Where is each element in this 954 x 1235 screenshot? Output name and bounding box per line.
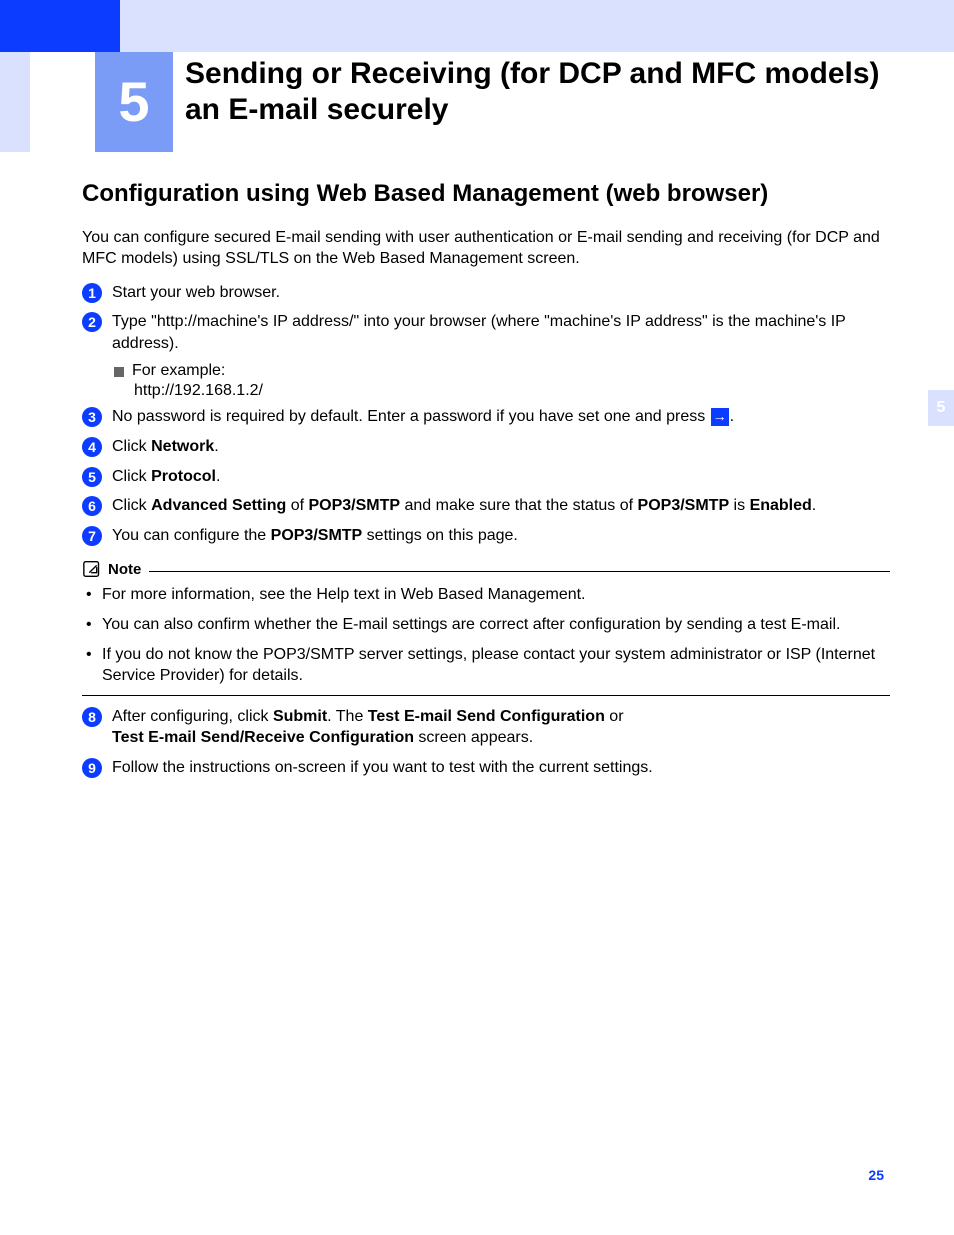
header-band-light	[120, 0, 954, 52]
step-number-icon: 1	[82, 283, 102, 303]
step-4: 4 Click Network.	[82, 436, 890, 458]
note-label: Note	[108, 561, 141, 578]
text-part: .	[730, 408, 734, 425]
sub-label: For example:	[132, 362, 890, 380]
section-title: Configuration using Web Based Management…	[82, 180, 890, 208]
header-band-blue	[0, 0, 120, 52]
step-number-icon: 7	[82, 526, 102, 546]
step-2-example: http://192.168.1.2/	[134, 382, 890, 400]
text-part: Click	[112, 497, 151, 514]
note-item: If you do not know the POP3/SMTP server …	[86, 644, 890, 687]
step-3: 3 No password is required by default. En…	[82, 406, 890, 428]
text-bold: Submit	[273, 708, 327, 725]
step-text: No password is required by default. Ente…	[112, 406, 890, 428]
step-text: After configuring, click Submit. The Tes…	[112, 706, 890, 749]
step-7: 7 You can configure the POP3/SMTP settin…	[82, 525, 890, 547]
text-part: No password is required by default. Ente…	[112, 408, 710, 425]
step-text: Click Advanced Setting of POP3/SMTP and …	[112, 495, 890, 517]
step-text: Follow the instructions on-screen if you…	[112, 757, 890, 779]
text-bold: Network	[151, 438, 214, 455]
text-bold: POP3/SMTP	[308, 497, 400, 514]
text-bold: Advanced Setting	[151, 497, 286, 514]
step-text: Start your web browser.	[112, 282, 890, 304]
step-number-icon: 3	[82, 407, 102, 427]
chapter-title: Sending or Receiving (for DCP and MFC mo…	[185, 56, 894, 128]
note-item: You can also confirm whether the E-mail …	[86, 614, 890, 636]
note-rule-bottom	[82, 695, 890, 696]
note-pencil-icon	[82, 558, 104, 580]
text-bold: Test E-mail Send/Receive Configuration	[112, 729, 414, 746]
step-number-icon: 6	[82, 496, 102, 516]
text-bold: POP3/SMTP	[638, 497, 730, 514]
text-part: .	[812, 497, 816, 514]
step-number-icon: 8	[82, 707, 102, 727]
step-number-icon: 5	[82, 467, 102, 487]
left-margin-band	[0, 52, 30, 152]
text-bold: Protocol	[151, 468, 216, 485]
text-part: and make sure that the status of	[400, 497, 637, 514]
step-text: Click Network.	[112, 436, 890, 458]
side-tab: 5	[928, 390, 954, 426]
text-part: or	[605, 708, 624, 725]
text-part: screen appears.	[414, 729, 533, 746]
text-part: . The	[327, 708, 368, 725]
note-item: For more information, see the Help text …	[86, 584, 890, 606]
page-number: 25	[868, 1167, 884, 1183]
step-1: 1 Start your web browser.	[82, 282, 890, 304]
text-part: .	[214, 438, 218, 455]
note-list: For more information, see the Help text …	[86, 584, 890, 686]
step-5: 5 Click Protocol.	[82, 466, 890, 488]
step-text: You can configure the POP3/SMTP settings…	[112, 525, 890, 547]
text-bold: POP3/SMTP	[271, 527, 363, 544]
text-part: You can configure the	[112, 527, 271, 544]
step-text: Type "http://machine's IP address/" into…	[112, 311, 890, 354]
note-rule-top	[149, 571, 890, 572]
step-8: 8 After configuring, click Submit. The T…	[82, 706, 890, 749]
text-bold: Enabled	[750, 497, 812, 514]
step-number-icon: 9	[82, 758, 102, 778]
chapter-number: 5	[118, 70, 149, 133]
text-part: settings on this page.	[362, 527, 518, 544]
step-number-icon: 2	[82, 312, 102, 332]
note-header: Note	[82, 558, 890, 580]
step-6: 6 Click Advanced Setting of POP3/SMTP an…	[82, 495, 890, 517]
text-part: After configuring, click	[112, 708, 273, 725]
arrow-right-icon	[711, 408, 729, 426]
text-part: of	[286, 497, 308, 514]
step-9: 9 Follow the instructions on-screen if y…	[82, 757, 890, 779]
chapter-number-box: 5	[95, 52, 173, 152]
text-part: Click	[112, 438, 151, 455]
step-2: 2 Type "http://machine's IP address/" in…	[82, 311, 890, 354]
step-text: Click Protocol.	[112, 466, 890, 488]
square-bullet-icon	[114, 367, 124, 377]
step-number-icon: 4	[82, 437, 102, 457]
content-area: Configuration using Web Based Management…	[82, 180, 890, 787]
section-intro: You can configure secured E-mail sending…	[82, 228, 890, 270]
text-part: is	[729, 497, 749, 514]
text-bold: Test E-mail Send Configuration	[368, 708, 605, 725]
text-part: .	[216, 468, 220, 485]
step-2-sub: For example:	[114, 362, 890, 380]
manual-page: 5 Sending or Receiving (for DCP and MFC …	[0, 0, 954, 1235]
text-part: Click	[112, 468, 151, 485]
